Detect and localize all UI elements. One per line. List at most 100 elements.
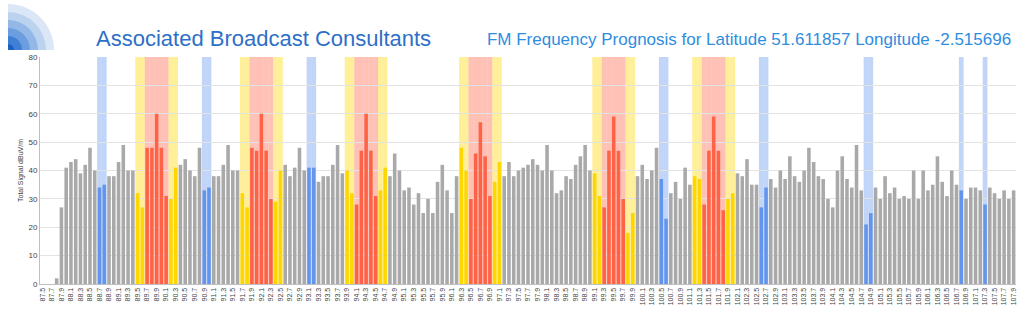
svg-text:80: 80: [28, 53, 37, 62]
svg-text:92.3: 92.3: [267, 288, 274, 302]
svg-text:97.5: 97.5: [515, 288, 522, 302]
svg-text:30: 30: [28, 195, 37, 204]
svg-text:107.3: 107.3: [981, 288, 988, 306]
svg-text:101.5: 101.5: [705, 288, 712, 306]
svg-text:105.7: 105.7: [905, 288, 912, 306]
svg-text:88.5: 88.5: [86, 288, 93, 302]
svg-text:93.7: 93.7: [334, 288, 341, 302]
svg-text:98.5: 98.5: [562, 288, 569, 302]
svg-text:105.3: 105.3: [886, 288, 893, 306]
svg-text:103.3: 103.3: [791, 288, 798, 306]
svg-text:90.1: 90.1: [162, 288, 169, 302]
svg-text:107.9: 107.9: [1010, 288, 1017, 306]
svg-text:90.3: 90.3: [172, 288, 179, 302]
svg-text:90.9: 90.9: [201, 288, 208, 302]
svg-text:94.9: 94.9: [391, 288, 398, 302]
svg-text:93.1: 93.1: [305, 288, 312, 302]
svg-text:100.3: 100.3: [648, 288, 655, 306]
svg-text:98.1: 98.1: [543, 288, 550, 302]
svg-text:97.1: 97.1: [496, 288, 503, 302]
svg-text:91.9: 91.9: [248, 288, 255, 302]
svg-text:10: 10: [28, 251, 37, 260]
svg-text:102.7: 102.7: [762, 288, 769, 306]
svg-text:97.3: 97.3: [505, 288, 512, 302]
svg-text:100.1: 100.1: [639, 288, 646, 306]
svg-text:94.3: 94.3: [362, 288, 369, 302]
svg-text:95.9: 95.9: [439, 288, 446, 302]
svg-text:89.7: 89.7: [143, 288, 150, 302]
svg-text:104.7: 104.7: [858, 288, 865, 306]
svg-text:103.1: 103.1: [781, 288, 788, 306]
svg-text:98.9: 98.9: [581, 288, 588, 302]
svg-text:89.5: 89.5: [134, 288, 141, 302]
svg-text:106.5: 106.5: [943, 288, 950, 306]
svg-text:106.3: 106.3: [934, 288, 941, 306]
svg-text:99.5: 99.5: [610, 288, 617, 302]
svg-text:102.3: 102.3: [743, 288, 750, 306]
svg-text:97.7: 97.7: [524, 288, 531, 302]
svg-text:107.7: 107.7: [1000, 288, 1007, 306]
svg-text:100.5: 100.5: [658, 288, 665, 306]
svg-text:92.5: 92.5: [277, 288, 284, 302]
svg-text:90.7: 90.7: [191, 288, 198, 302]
svg-text:106.9: 106.9: [962, 288, 969, 306]
svg-text:40: 40: [28, 166, 37, 175]
svg-text:92.7: 92.7: [286, 288, 293, 302]
svg-text:99.7: 99.7: [619, 288, 626, 302]
svg-text:100.9: 100.9: [677, 288, 684, 306]
svg-text:96.5: 96.5: [467, 288, 474, 302]
svg-text:91.7: 91.7: [239, 288, 246, 302]
svg-text:99.1: 99.1: [591, 288, 598, 302]
svg-text:103.5: 103.5: [800, 288, 807, 306]
svg-text:93.9: 93.9: [343, 288, 350, 302]
svg-text:93.3: 93.3: [315, 288, 322, 302]
svg-text:89.9: 89.9: [153, 288, 160, 302]
svg-text:88.7: 88.7: [96, 288, 103, 302]
svg-text:92.1: 92.1: [258, 288, 265, 302]
svg-text:103.9: 103.9: [819, 288, 826, 306]
svg-text:101.3: 101.3: [696, 288, 703, 306]
svg-text:70: 70: [28, 81, 37, 90]
svg-text:98.7: 98.7: [572, 288, 579, 302]
svg-text:98.3: 98.3: [553, 288, 560, 302]
svg-text:Total Signal dBuV/m: Total Signal dBuV/m: [17, 139, 25, 202]
svg-text:94.5: 94.5: [372, 288, 379, 302]
svg-text:96.1: 96.1: [448, 288, 455, 302]
svg-text:104.5: 104.5: [848, 288, 855, 306]
svg-text:106.7: 106.7: [953, 288, 960, 306]
svg-text:88.9: 88.9: [105, 288, 112, 302]
svg-text:95.3: 95.3: [410, 288, 417, 302]
svg-text:88.3: 88.3: [77, 288, 84, 302]
svg-text:101.7: 101.7: [715, 288, 722, 306]
svg-text:91.5: 91.5: [229, 288, 236, 302]
svg-text:91.3: 91.3: [220, 288, 227, 302]
svg-text:94.1: 94.1: [353, 288, 360, 302]
svg-text:20: 20: [28, 223, 37, 232]
svg-text:101.1: 101.1: [686, 288, 693, 306]
svg-text:91.1: 91.1: [210, 288, 217, 302]
svg-text:88.1: 88.1: [67, 288, 74, 302]
svg-text:99.3: 99.3: [600, 288, 607, 302]
svg-text:101.9: 101.9: [724, 288, 731, 306]
svg-text:107.5: 107.5: [991, 288, 998, 306]
svg-text:105.1: 105.1: [877, 288, 884, 306]
svg-text:99.9: 99.9: [629, 288, 636, 302]
svg-text:94.7: 94.7: [381, 288, 388, 302]
svg-text:107.1: 107.1: [972, 288, 979, 306]
svg-text:103.7: 103.7: [810, 288, 817, 306]
svg-text:89.3: 89.3: [124, 288, 131, 302]
svg-text:105.5: 105.5: [896, 288, 903, 306]
svg-text:102.9: 102.9: [772, 288, 779, 306]
svg-text:92.9: 92.9: [296, 288, 303, 302]
svg-text:102.1: 102.1: [734, 288, 741, 306]
svg-text:Associated Broadcast Consultan: Associated Broadcast Consultants: [96, 26, 431, 51]
svg-text:96.7: 96.7: [477, 288, 484, 302]
svg-text:106.1: 106.1: [924, 288, 931, 306]
svg-text:102.5: 102.5: [753, 288, 760, 306]
svg-text:87.5: 87.5: [39, 288, 46, 302]
svg-text:89.1: 89.1: [115, 288, 122, 302]
svg-text:97.9: 97.9: [534, 288, 541, 302]
svg-text:90.5: 90.5: [181, 288, 188, 302]
svg-text:93.5: 93.5: [324, 288, 331, 302]
svg-text:95.7: 95.7: [429, 288, 436, 302]
